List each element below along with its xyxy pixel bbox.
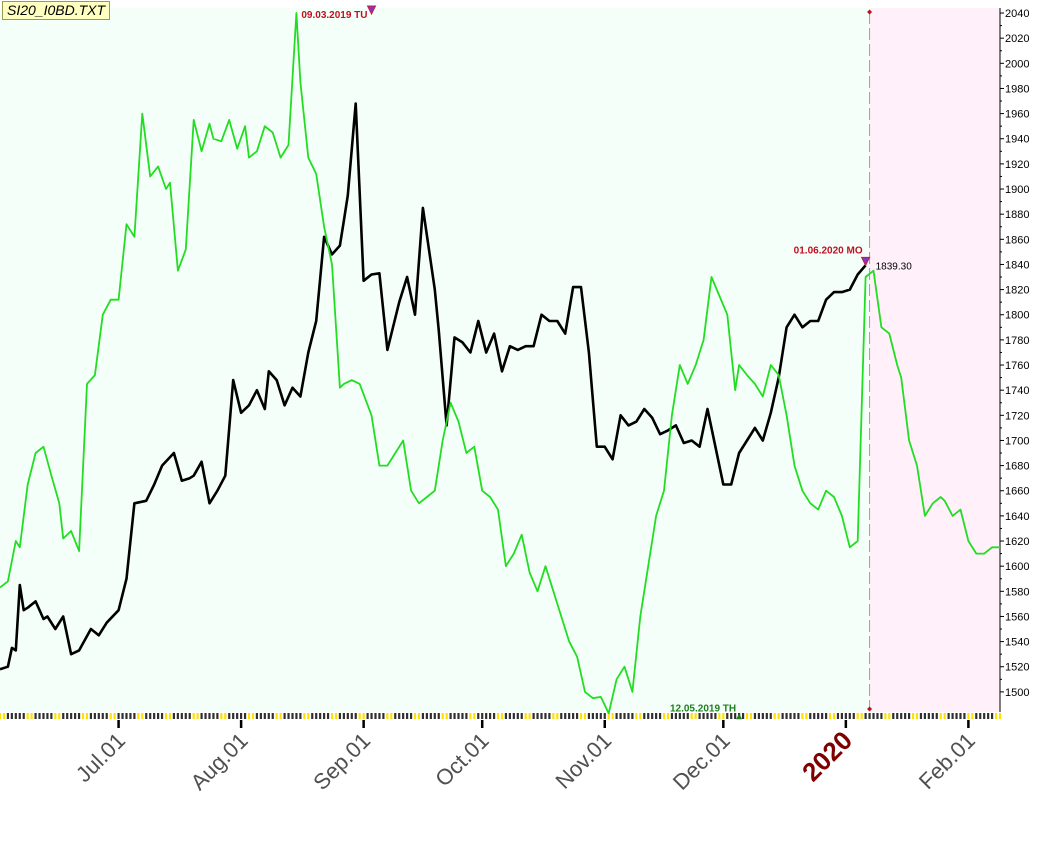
y-tick-label: 1920: [1005, 159, 1029, 171]
y-tick-label: 1720: [1005, 410, 1029, 422]
series-lines: [0, 12, 1000, 715]
last-value-label: 1839.30: [876, 261, 913, 272]
plot-background: [0, 8, 1000, 712]
annotation-label: 01.06.2020 MO: [794, 245, 863, 256]
plot-area: [0, 8, 870, 712]
y-tick-label: 1820: [1005, 285, 1029, 297]
y-tick-label: 2020: [1005, 33, 1029, 45]
y-tick-label: 1660: [1005, 486, 1029, 498]
y-tick-label: 1700: [1005, 435, 1029, 447]
x-tick-label: 2020: [796, 725, 858, 787]
y-tick-label: 1580: [1005, 586, 1029, 598]
last-bar-marker: [860, 256, 871, 267]
x-tick-label: Aug.01: [186, 728, 253, 795]
series-line-green: [0, 12, 1000, 715]
series-line-black: [0, 102, 867, 671]
y-tick-label: 1860: [1005, 234, 1029, 246]
x-tick-label: Feb.01: [914, 728, 980, 794]
low-marker: [736, 713, 743, 720]
y-tick-label: 1840: [1005, 259, 1029, 271]
y-tick-label: 1880: [1005, 209, 1029, 221]
y-tick-label: 1800: [1005, 310, 1029, 322]
y-tick-label: 2000: [1005, 58, 1029, 70]
y-tick-label: 1600: [1005, 561, 1029, 573]
y-tick-label: 1760: [1005, 360, 1029, 372]
y-tick-label: 1680: [1005, 461, 1029, 473]
y-tick-label: 2040: [1005, 8, 1029, 20]
y-tick-label: 1780: [1005, 335, 1029, 347]
y-tick-label: 1520: [1005, 662, 1029, 674]
x-tick-label: Sep.01: [308, 728, 375, 795]
forecast-marker-top: [867, 9, 873, 15]
y-tick-label: 1560: [1005, 611, 1029, 623]
y-tick-label: 1900: [1005, 184, 1029, 196]
y-tick-label: 1940: [1005, 134, 1029, 146]
x-tick-label: Nov.01: [550, 728, 616, 794]
x-tick-label: Oct.01: [430, 728, 494, 792]
time-strip: [0, 712, 1000, 720]
y-tick-label: 1500: [1005, 687, 1029, 699]
y-tick-label: 1980: [1005, 83, 1029, 95]
chart-title: SI20_I0BD.TXT: [2, 1, 111, 20]
x-axis: Jul.01 Aug.01 Sep.01 Oct.01 Nov.01 Dec.01 2020…: [0, 712, 1002, 795]
x-tick-label: Dec.01: [668, 728, 735, 795]
annotation-label: 09.03.2019 TU: [301, 10, 367, 21]
y-tick-label: 1620: [1005, 536, 1029, 548]
y-tick-label: 1540: [1005, 637, 1029, 649]
peak-marker: [366, 5, 377, 16]
forecast-area: [869, 8, 1000, 712]
x-tick-label: Jul.01: [71, 728, 130, 787]
y-tick-label: 1640: [1005, 511, 1029, 523]
annotation-label: 12.05.2019 TH: [670, 703, 736, 714]
y-axis: 1500 1520 1540 1560 1580 1600 1620 1640 1660 1680…: [999, 8, 1029, 712]
forecast-marker-bottom: [867, 706, 873, 712]
annotations: 09.03.2019 TU 01.06.2020 MO 1839.30 12.05.2…: [301, 5, 913, 720]
y-tick-label: 1740: [1005, 385, 1029, 397]
y-tick-label: 1960: [1005, 109, 1029, 121]
